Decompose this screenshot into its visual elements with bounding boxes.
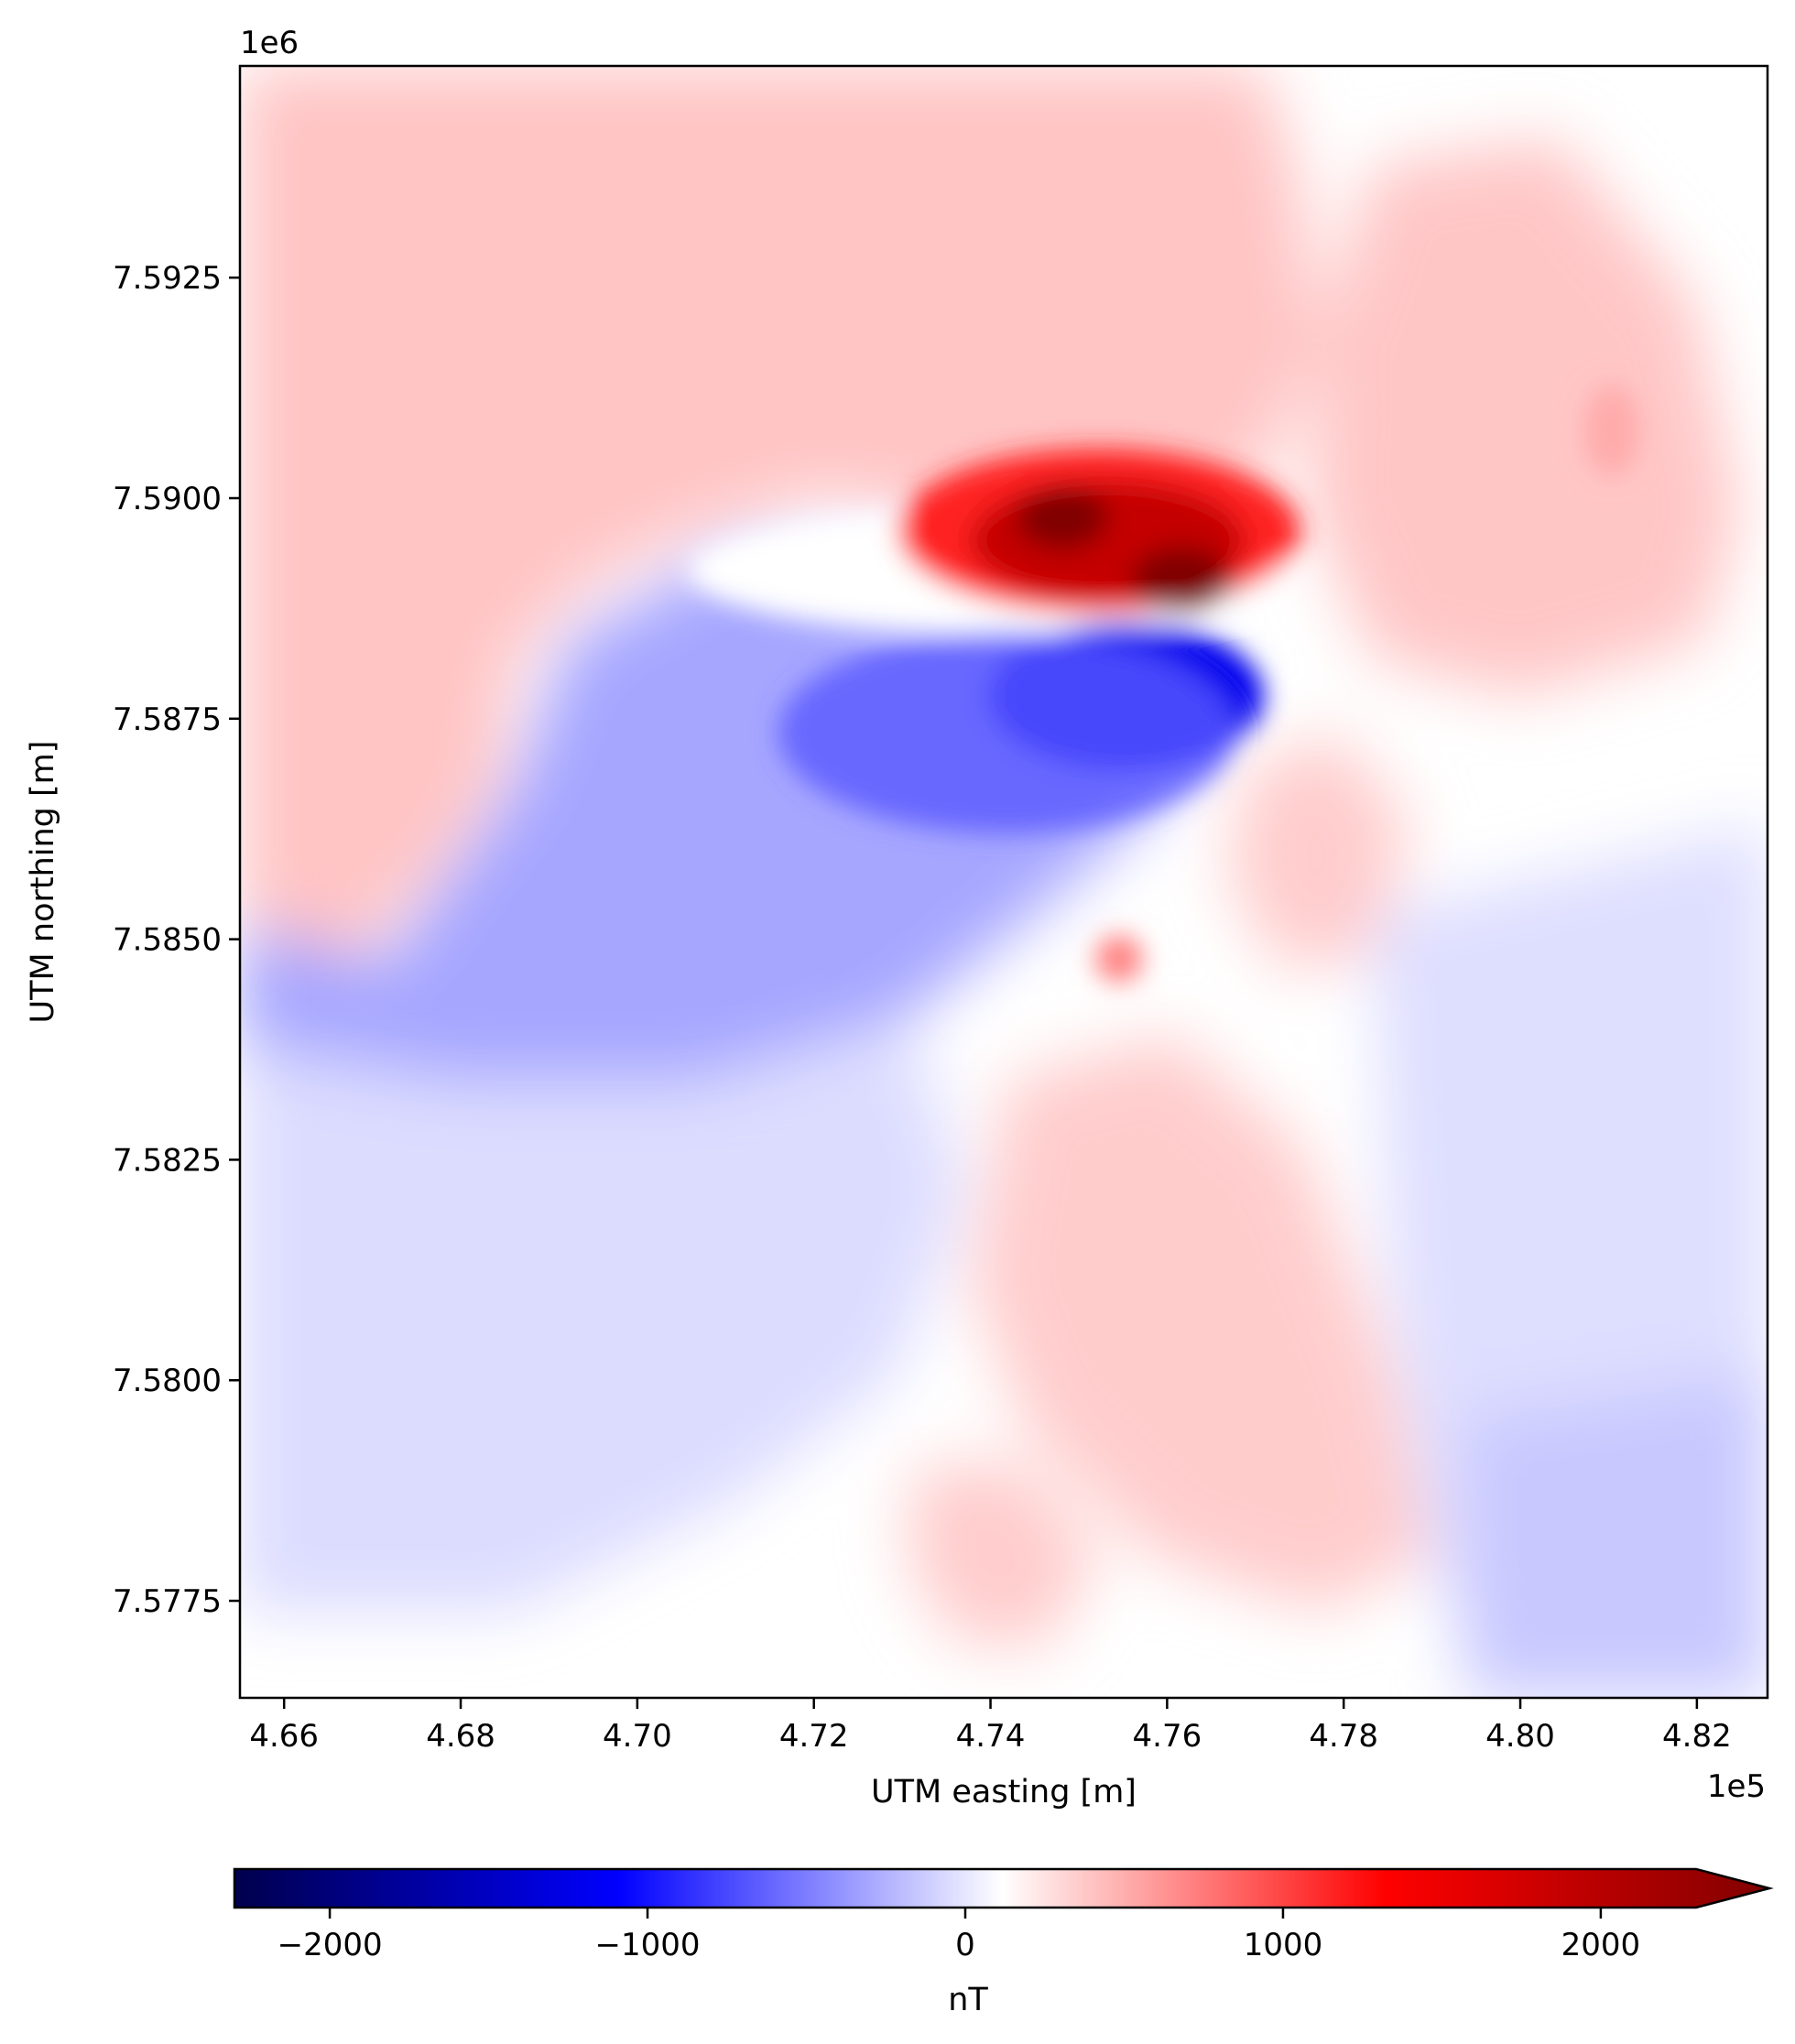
y-tick-label: 7.5900 bbox=[113, 481, 222, 517]
y-offset-label: 1e6 bbox=[240, 25, 299, 61]
x-tick-label: 4.82 bbox=[1662, 1718, 1732, 1755]
x-axis-label: UTM easting [m] bbox=[871, 1774, 1137, 1810]
y-tick-label: 7.5850 bbox=[113, 922, 222, 959]
x-tick-label: 4.76 bbox=[1133, 1718, 1202, 1755]
y-tick-label: 7.5800 bbox=[113, 1363, 222, 1399]
x-tick-label: 4.78 bbox=[1309, 1718, 1378, 1755]
y-axis-label: UTM northing [m] bbox=[25, 741, 61, 1024]
x-tick-label: 4.66 bbox=[249, 1718, 319, 1755]
y-tick-label: 7.5825 bbox=[113, 1142, 222, 1179]
colorbar-label: nT bbox=[948, 1982, 988, 2018]
colorbar: −2000 −1000 0 1000 2000 nT bbox=[233, 1867, 1774, 2018]
magnetic-anomaly-map bbox=[240, 66, 1768, 1698]
x-axis: 4.66 4.68 4.70 4.72 4.74 4.76 4.78 4.80 4.82 bbox=[249, 1698, 1732, 1755]
y-tick-label: 7.5875 bbox=[113, 701, 222, 738]
colorbar-tick-label: −2000 bbox=[277, 1927, 383, 1963]
x-tick-label: 4.72 bbox=[779, 1718, 849, 1755]
colorbar-tick-label: −1000 bbox=[595, 1927, 701, 1963]
colorbar-ticks: −2000 −1000 0 1000 2000 bbox=[277, 1908, 1641, 1963]
x-tick-label: 4.70 bbox=[603, 1718, 672, 1755]
x-tick-label: 4.68 bbox=[426, 1718, 495, 1755]
colorbar-tick-label: 2000 bbox=[1561, 1927, 1641, 1963]
x-tick-label: 4.80 bbox=[1485, 1718, 1555, 1755]
plot-frame bbox=[238, 64, 1769, 1700]
y-tick-label: 7.5775 bbox=[113, 1583, 222, 1620]
colorbar-tick-label: 0 bbox=[955, 1927, 975, 1963]
y-axis: 7.5925 7.5900 7.5875 7.5850 7.5825 7.5800 7.57… bbox=[113, 260, 240, 1620]
x-tick-label: 4.74 bbox=[956, 1718, 1026, 1755]
y-tick-label: 7.5925 bbox=[113, 260, 222, 297]
x-offset-label: 1e5 bbox=[1707, 1768, 1766, 1805]
colorbar-tick-label: 1000 bbox=[1244, 1927, 1323, 1963]
colorbar-bar bbox=[233, 1867, 1774, 1909]
